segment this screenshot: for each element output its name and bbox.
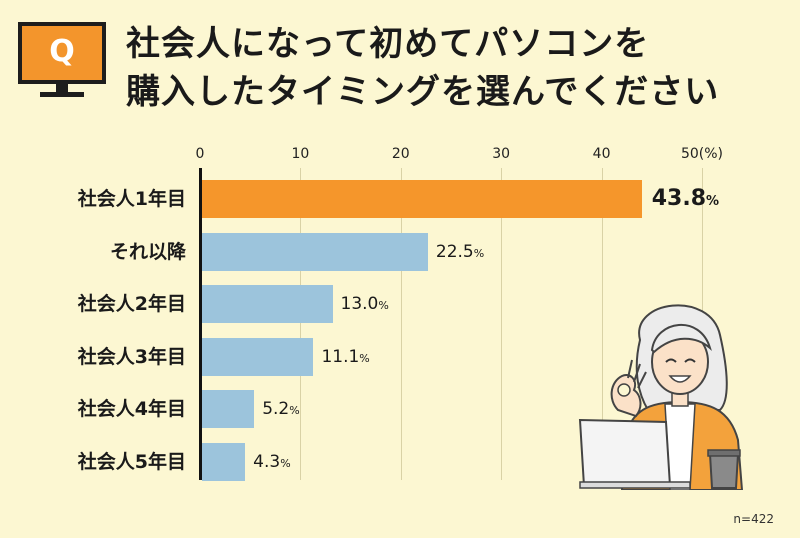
grid-line xyxy=(501,168,503,480)
data-label-unit: % xyxy=(378,299,389,312)
chart-title-line-1: 社会人になって初めてパソコンを xyxy=(126,24,650,64)
sample-size-note: n=422 xyxy=(733,512,774,526)
data-label-value: 11.1 xyxy=(321,346,360,367)
monitor-icon: Q xyxy=(18,22,106,100)
category-label: 社会人5年目 xyxy=(77,450,186,473)
data-label-unit: % xyxy=(706,194,720,209)
chart-title-line-2: 購入したタイミングを選んでください xyxy=(126,72,720,112)
x-tick-label: 0 xyxy=(195,146,205,162)
category-label: 社会人3年目 xyxy=(77,345,186,368)
bar xyxy=(202,442,246,481)
data-label-value: 43.8 xyxy=(651,186,707,211)
data-label: 11.1% xyxy=(321,345,369,371)
data-label-value: 22.5 xyxy=(435,241,474,262)
data-label-unit: % xyxy=(359,351,370,365)
data-label-unit: % xyxy=(473,246,485,260)
woman-with-laptop-illustration xyxy=(578,304,744,490)
data-label: 43.8% xyxy=(652,187,719,214)
category-label: 社会人2年目 xyxy=(77,293,186,315)
q-icon-label: Q xyxy=(49,34,75,69)
category-label: 社会人4年目 xyxy=(77,398,186,420)
data-label-value: 13.0 xyxy=(340,294,379,314)
monitor-screen: Q xyxy=(18,22,106,84)
grid-line xyxy=(300,168,302,480)
monitor-neck xyxy=(56,84,68,93)
data-label: 22.5% xyxy=(436,240,484,266)
data-label: 4.3% xyxy=(253,450,291,476)
data-label-unit: % xyxy=(280,456,291,470)
data-label-unit: % xyxy=(289,404,300,417)
data-label: 5.2% xyxy=(262,397,300,423)
x-tick-label: 10 xyxy=(291,146,310,162)
grid-line xyxy=(400,168,402,480)
data-label-value: 4.3 xyxy=(253,451,281,472)
grid-line xyxy=(601,168,603,480)
bar xyxy=(202,285,333,323)
monitor-base xyxy=(40,92,84,97)
bar xyxy=(202,337,314,376)
bar xyxy=(202,232,428,271)
x-tick-label: 30 xyxy=(492,146,511,162)
x-tick-label: 50(%) xyxy=(680,146,724,162)
x-tick-label: 20 xyxy=(391,146,410,162)
bar xyxy=(202,180,642,218)
data-label-value: 5.2 xyxy=(262,399,290,419)
category-label: それ以降 xyxy=(109,240,186,263)
category-label: 社会人1年目 xyxy=(77,188,186,210)
x-tick-label: 40 xyxy=(592,146,611,162)
bar xyxy=(202,390,255,428)
data-label: 13.0% xyxy=(341,292,389,318)
y-axis-line xyxy=(199,168,202,480)
